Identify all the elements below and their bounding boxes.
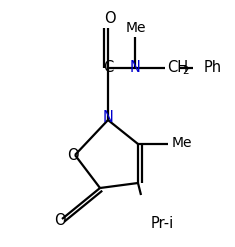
Text: Pr-i: Pr-i xyxy=(151,215,174,230)
Text: O: O xyxy=(54,212,66,227)
Text: N: N xyxy=(129,61,141,76)
Text: C: C xyxy=(103,61,113,76)
Text: Ph: Ph xyxy=(204,61,222,76)
Text: O: O xyxy=(67,147,79,163)
Text: Me: Me xyxy=(172,136,192,150)
Text: 2: 2 xyxy=(182,66,189,76)
Text: O: O xyxy=(104,12,116,26)
Text: CH: CH xyxy=(167,61,188,76)
Text: N: N xyxy=(102,110,114,125)
Text: Me: Me xyxy=(126,21,146,35)
